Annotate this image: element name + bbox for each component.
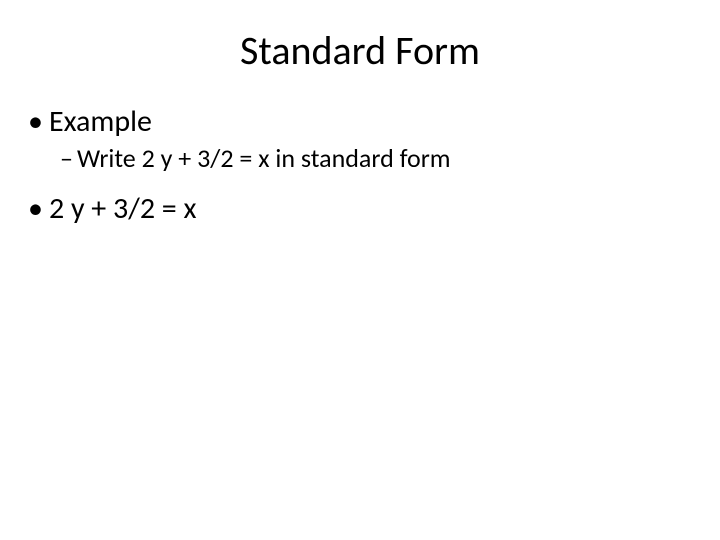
bullet-marker-l1: •: [28, 103, 43, 140]
slide-title: Standard Form: [28, 26, 692, 75]
bullet-level-1: • Example: [28, 103, 692, 140]
bullet-text-l3: 2 y + 3/2 = x: [49, 190, 197, 227]
slide: Standard Form • Example – Write 2 y + 3/…: [0, 0, 720, 540]
bullet-marker-l3: •: [28, 190, 43, 227]
bullet-text-l1: Example: [49, 103, 152, 140]
bullet-marker-l2: –: [60, 142, 73, 174]
bullet-text-l2: Write 2 y + 3/2 = x in standard form: [77, 142, 451, 174]
bullet-level-3: • 2 y + 3/2 = x: [28, 190, 692, 227]
bullet-level-2: – Write 2 y + 3/2 = x in standard form: [60, 142, 692, 174]
